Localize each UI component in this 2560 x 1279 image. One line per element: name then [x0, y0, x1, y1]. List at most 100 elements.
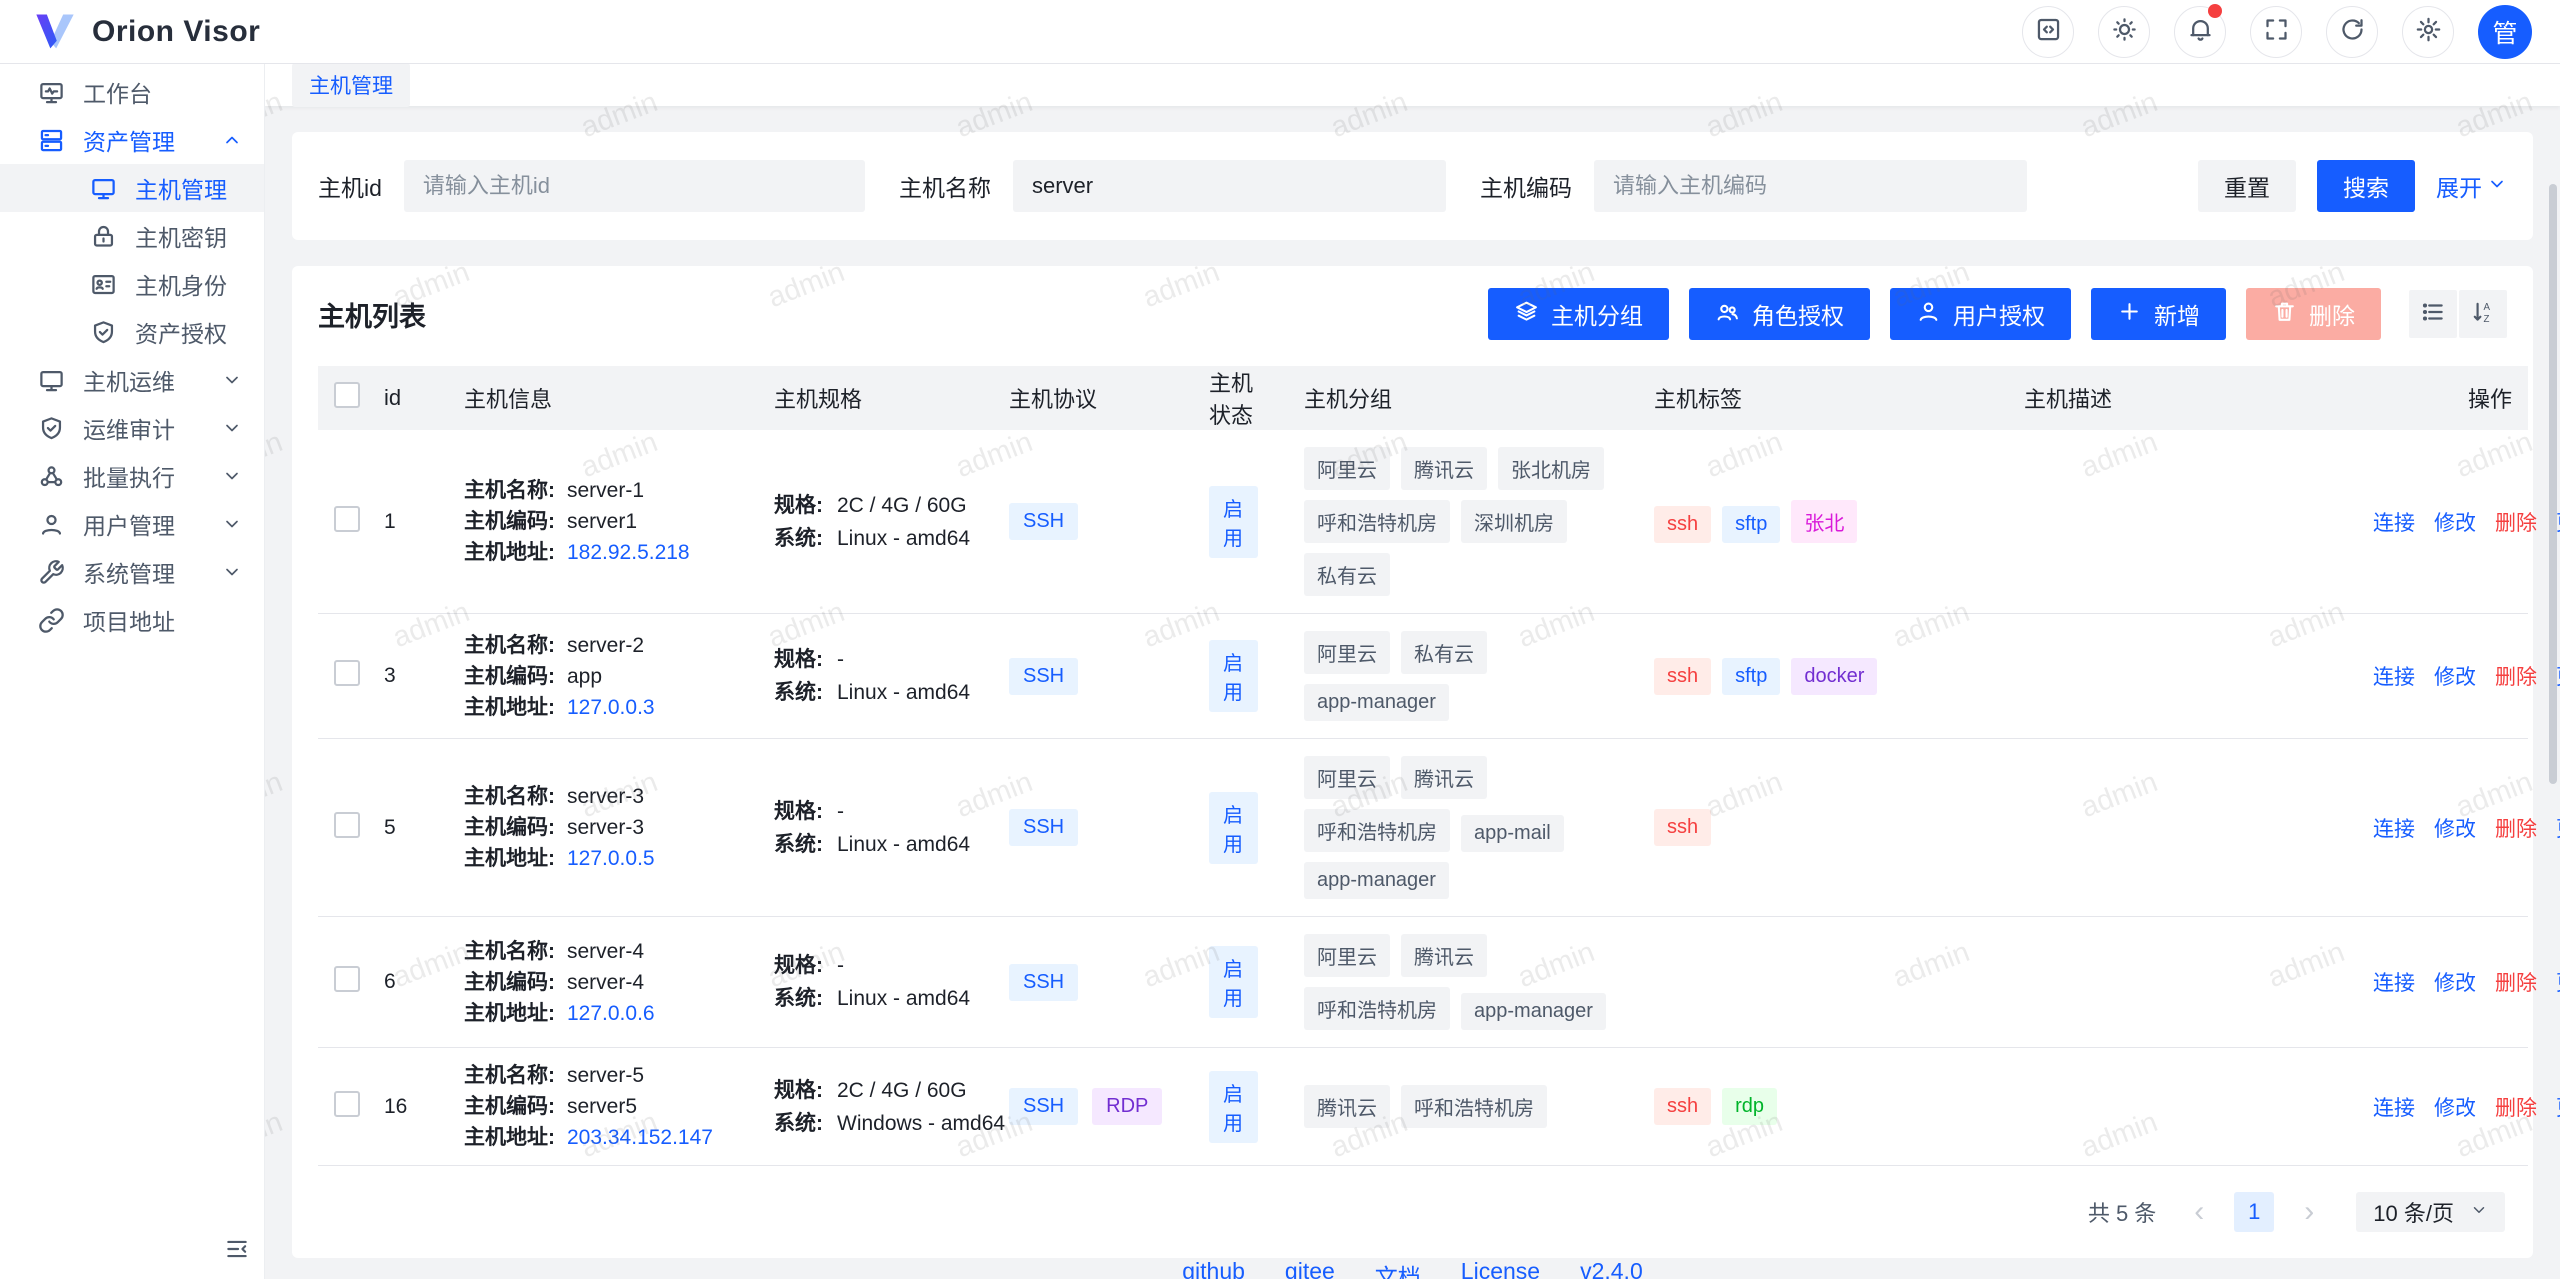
sidebar-item-project-url[interactable]: 项目地址: [0, 596, 264, 644]
host-tag: rdp: [1722, 1088, 1778, 1125]
action-edit-link[interactable]: 修改: [2434, 666, 2476, 689]
group-tag: 阿里云: [1304, 631, 1390, 674]
footer-link-gitee[interactable]: gitee: [1284, 1258, 1335, 1279]
monitor-icon: [38, 367, 65, 394]
role-grant-button[interactable]: 角色授权: [1689, 288, 1870, 340]
sidebar-item-user-management[interactable]: 用户管理: [0, 500, 264, 548]
host-code: server-4: [567, 970, 645, 994]
action-connect-link[interactable]: 连接: [2373, 817, 2415, 841]
host-group-button[interactable]: 主机分组: [1488, 288, 1669, 340]
action-delete-link[interactable]: 删除: [2495, 666, 2537, 689]
expand-toggle[interactable]: 展开: [2436, 169, 2507, 203]
row-checkbox[interactable]: [334, 966, 360, 992]
action-connect-link[interactable]: 连接: [2373, 666, 2415, 689]
sidebar-item-host-ops[interactable]: 主机运维: [0, 356, 264, 404]
host-groups: 腾讯云 呼和浩特机房: [1288, 1047, 1638, 1166]
sidebar-item-asset-authorization[interactable]: 资产授权: [0, 308, 264, 356]
content: 主机id 主机名称 主机编码 重置 搜索 展开 主机列表 主机分组 角色授权 用户授权 新…: [265, 106, 2560, 1279]
row-checkbox[interactable]: [334, 505, 360, 532]
action-delete-link[interactable]: 删除: [2495, 1096, 2537, 1120]
host-id-input[interactable]: [403, 160, 865, 212]
host-code-input[interactable]: [1594, 160, 2027, 212]
search-fields: 主机id 主机名称 主机编码: [318, 160, 2027, 212]
action-more-link[interactable]: 更多: [2556, 972, 2560, 995]
host-tag: sftp: [1722, 657, 1781, 695]
sidebar-item-batch-execution[interactable]: 批量执行: [0, 452, 264, 500]
user-avatar[interactable]: 管: [2478, 4, 2532, 59]
action-edit-link[interactable]: 修改: [2434, 1096, 2476, 1120]
refresh-button[interactable]: [2326, 5, 2378, 58]
sidebar-nav: 工作台 资产管理主机管理主机密钥 主机身份 资产授权 主机运维 运维审计 批量执行 用户管理系…: [0, 68, 264, 644]
action-more-link[interactable]: 更多: [2556, 818, 2560, 841]
host-description: [2008, 613, 2338, 739]
scrollbar-thumb[interactable]: [2549, 184, 2557, 784]
search-field-host-code: 主机编码: [1480, 160, 2027, 212]
row-checkbox[interactable]: [334, 811, 360, 838]
code-button[interactable]: [2022, 5, 2074, 58]
tab-host-management[interactable]: 主机管理: [292, 64, 410, 107]
notifications-button[interactable]: [2174, 3, 2226, 58]
host-list-card: 主机列表 主机分组 角色授权 用户授权 新增 删除 A Z id 主机信息 主机规格 主机协议 主机…: [292, 266, 2560, 1258]
action-delete-link[interactable]: 删除: [2495, 972, 2537, 995]
sidebar-item-host-management[interactable]: 主机管理: [0, 164, 264, 212]
user-group-icon: [1715, 299, 1740, 330]
host-address-link[interactable]: 127.0.0.5: [567, 847, 655, 870]
footer-link-v2-4-0[interactable]: v2.4.0: [1580, 1258, 1643, 1279]
host-address-link[interactable]: 127.0.0.6: [567, 1001, 655, 1025]
sidebar-item-label: 主机管理: [135, 177, 227, 203]
sidebar-item-workbench[interactable]: 工作台: [0, 68, 264, 116]
row-checkbox[interactable]: [334, 1090, 360, 1117]
reset-button[interactable]: 重置: [2198, 160, 2296, 212]
host-name-input[interactable]: [1013, 160, 1446, 212]
action-connect-link[interactable]: 连接: [2373, 1096, 2415, 1120]
list-icon: [2420, 299, 2446, 330]
sidebar-item-system-management[interactable]: 系统管理: [0, 548, 264, 596]
column-header: 主机协议: [993, 366, 1193, 430]
host-address-link[interactable]: 127.0.0.3: [567, 695, 655, 719]
theme-button[interactable]: [2098, 5, 2150, 58]
host-info: 主机名称: server-2 主机编码: app 主机地址: 127.0.0.3: [448, 613, 758, 739]
row-checkbox[interactable]: [334, 660, 360, 686]
action-connect-link[interactable]: 连接: [2373, 972, 2415, 995]
search-card: 主机id 主机名称 主机编码 重置 搜索 展开: [292, 132, 2533, 240]
host-address-link[interactable]: 203.34.152.147: [567, 1126, 713, 1149]
column-header: 操作: [2338, 366, 2528, 430]
action-more-link[interactable]: 更多: [2556, 666, 2560, 689]
footer-link-github[interactable]: github: [1182, 1258, 1245, 1279]
code-square-icon: [2035, 16, 2062, 48]
delete-button[interactable]: 删除: [2246, 288, 2381, 340]
sidebar-item-ops-audit[interactable]: 运维审计: [0, 404, 264, 452]
fullscreen-button[interactable]: [2250, 5, 2302, 58]
action-more-link[interactable]: 更多: [2556, 512, 2560, 535]
create-button[interactable]: 新增: [2091, 288, 2226, 340]
page-size-select[interactable]: 10 条/页: [2356, 1192, 2505, 1232]
search-button[interactable]: 搜索: [2317, 160, 2415, 212]
action-edit-link[interactable]: 修改: [2434, 972, 2476, 995]
table-row: 16 主机名称: server-5 主机编码: server5 主机地址: 203.34.1…: [318, 1047, 2560, 1166]
sidebar-item-host-keys[interactable]: 主机密钥: [0, 212, 264, 260]
action-edit-link[interactable]: 修改: [2434, 511, 2476, 535]
footer-link-license[interactable]: License: [1460, 1258, 1541, 1279]
sidebar-item-host-identity[interactable]: 主机身份: [0, 260, 264, 308]
button-label: 用户授权: [1953, 303, 2045, 329]
sidebar-item-asset-management[interactable]: 资产管理: [0, 116, 264, 164]
bell-icon: [2187, 16, 2214, 48]
sidebar-collapse-button[interactable]: [224, 1236, 250, 1267]
protocol-badge: SSH: [1009, 657, 1079, 695]
action-delete-link[interactable]: 删除: [2495, 511, 2537, 535]
page-number-1[interactable]: 1: [2234, 1192, 2275, 1232]
next-page-button[interactable]: ›: [2304, 1195, 2315, 1228]
footer-link--[interactable]: 文档: [1374, 1264, 1421, 1279]
settings-button[interactable]: [2402, 5, 2454, 58]
select-all-checkbox[interactable]: [334, 382, 360, 408]
column-header: id: [368, 366, 448, 430]
action-more-link[interactable]: 更多: [2556, 1097, 2560, 1120]
action-delete-link[interactable]: 删除: [2495, 817, 2537, 841]
user-grant-button[interactable]: 用户授权: [1890, 288, 2071, 340]
action-connect-link[interactable]: 连接: [2373, 511, 2415, 535]
action-edit-link[interactable]: 修改: [2434, 817, 2476, 841]
prev-page-button[interactable]: ‹: [2194, 1195, 2205, 1228]
table-columns-button[interactable]: [2409, 290, 2457, 338]
host-address-link[interactable]: 182.92.5.218: [567, 541, 690, 564]
